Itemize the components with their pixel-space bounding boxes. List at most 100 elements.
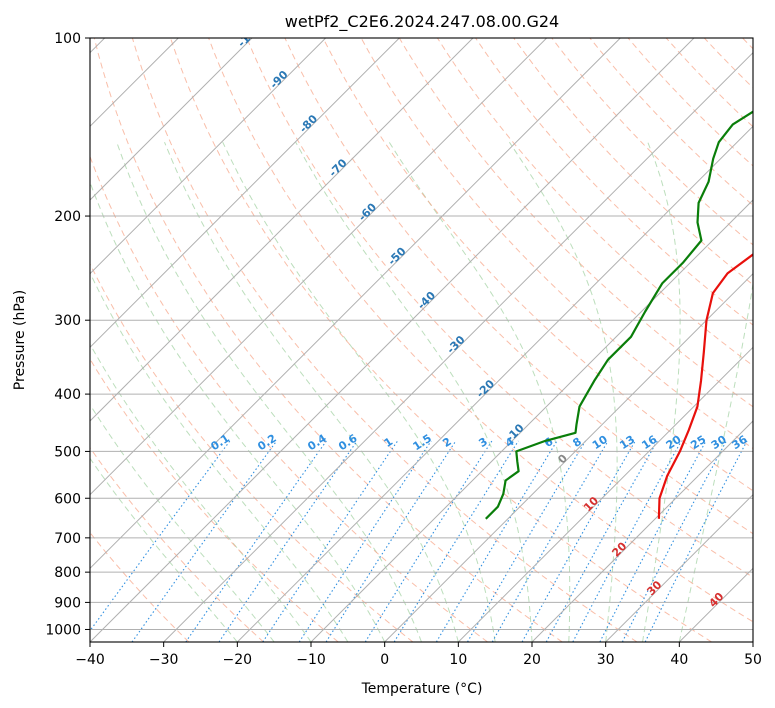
mixing-ratio-label: 1.5 [411,432,434,454]
dry-adiabat [170,38,712,642]
mixing-ratio-line [298,440,432,642]
x-tick-label: 30 [597,652,615,668]
isobar-grid [90,38,753,630]
x-tick-label: 50 [744,652,762,668]
isotherm-label: -80 [297,112,320,135]
x-tick-label: −30 [149,652,179,668]
x-tick-label: −10 [296,652,326,668]
mixing-ratio-line [621,440,727,642]
isotherm-label: -100 [235,21,264,50]
dry-adiabat-lines [90,38,753,642]
isotherm-line [678,567,753,642]
dry-adiabat [436,38,753,367]
isotherm-line [752,641,753,642]
isotherm-label: -50 [385,245,408,268]
y-tick-label: 100 [54,31,81,47]
isotherm-line [90,38,400,349]
mixing-ratio-label: 16 [639,433,659,452]
y-tick-label: 800 [54,565,81,581]
mixing-ratio-line [325,440,457,642]
mixing-ratio-line [435,440,558,642]
mixing-ratio-label: 30 [709,433,729,452]
y-tick-label: 500 [54,444,81,460]
isotherm-line [236,125,753,642]
dry-adiabat [551,38,753,246]
moist-adiabat [90,271,349,642]
plot-frame [89,37,754,643]
isotherm-line [310,199,753,642]
x-axis-ticks: −40 −30 −20 −10 0 10 20 30 40 50 [75,642,762,668]
isotherm-line [531,420,753,642]
mixing-ratio-label: 0.4 [305,432,329,454]
moist-adiabat [90,180,386,642]
temperature-line [657,253,753,519]
isotherm-line [90,38,695,642]
dry-adiabat [703,38,753,89]
mixing-ratio-line [218,440,358,642]
moist-adiabat [508,141,618,642]
dry-adiabat [90,531,190,642]
chart-title: wetPf2_C2E6.2024.247.08.00.G24 [285,12,559,32]
mixing-ratio-line [521,440,636,642]
mixing-ratio-label: 36 [730,433,750,452]
mixing-ratio-line [364,440,493,642]
isotherm-label: 40 [706,590,726,610]
dry-adiabat [131,38,638,642]
mixing-ratio-label: 25 [688,433,708,452]
dry-adiabat [90,155,488,642]
mixing-ratio-line [491,440,609,642]
mixing-ratio-line [90,440,231,632]
isotherm-label: -70 [326,156,349,179]
y-tick-label: 900 [54,595,81,611]
dewpoint-line [485,110,753,520]
mixing-ratio-line [185,440,327,642]
mixing-ratio-line [644,440,748,642]
isotherm-line [163,51,753,642]
isotherm-label: 30 [644,578,664,598]
isotherm-line [90,38,327,275]
mixing-ratio-label: 10 [590,433,610,452]
dry-adiabat [742,38,753,50]
mixing-ratio-label: 1 [382,435,396,450]
profile-lines [485,110,753,520]
isotherm-line [90,38,621,570]
mixing-ratio-label: 0.1 [208,432,231,454]
y-tick-label: 200 [54,209,81,225]
mixing-ratio-line [467,440,586,642]
mixing-ratio-line [545,440,658,642]
mixing-ratio-line [599,440,707,642]
y-axis-label: Pressure (hPa) [12,290,28,390]
isotherm-line [457,346,753,642]
moist-adiabat [116,142,422,642]
isotherm-label: 20 [609,539,629,559]
dry-adiabat [90,262,414,642]
dry-adiabat [93,38,563,642]
isotherm-label: -40 [415,289,438,312]
x-axis-label: Temperature (°C) [361,681,483,697]
dry-adiabat [322,38,753,492]
dry-adiabat [398,38,753,408]
dry-adiabat [90,446,264,642]
x-tick-label: 10 [449,652,467,668]
y-tick-label: 700 [54,531,81,547]
x-tick-label: −20 [223,652,253,668]
y-axis-ticks: 100 200 300 400 500 600 700 800 900 1000 [45,31,90,638]
mixing-ratio-label: 3 [476,435,490,450]
mixing-ratio-label: 0.2 [255,432,278,454]
isotherm-label: -60 [356,200,379,223]
isotherm-line [605,493,753,642]
isotherm-line [90,38,548,496]
y-tick-label: 400 [54,387,81,403]
isotherm-label: -90 [267,68,290,91]
x-tick-label: 0 [380,652,389,668]
dry-adiabat [208,38,753,623]
x-tick-label: 20 [523,652,541,668]
y-tick-label: 600 [54,491,81,507]
dry-adiabat [246,38,753,578]
y-tick-label: 1000 [45,622,81,638]
dry-adiabat [475,38,753,326]
dry-adiabat [665,38,753,128]
dry-adiabat [513,38,753,286]
isotherm-line [384,272,753,642]
x-tick-label: −40 [75,652,105,668]
